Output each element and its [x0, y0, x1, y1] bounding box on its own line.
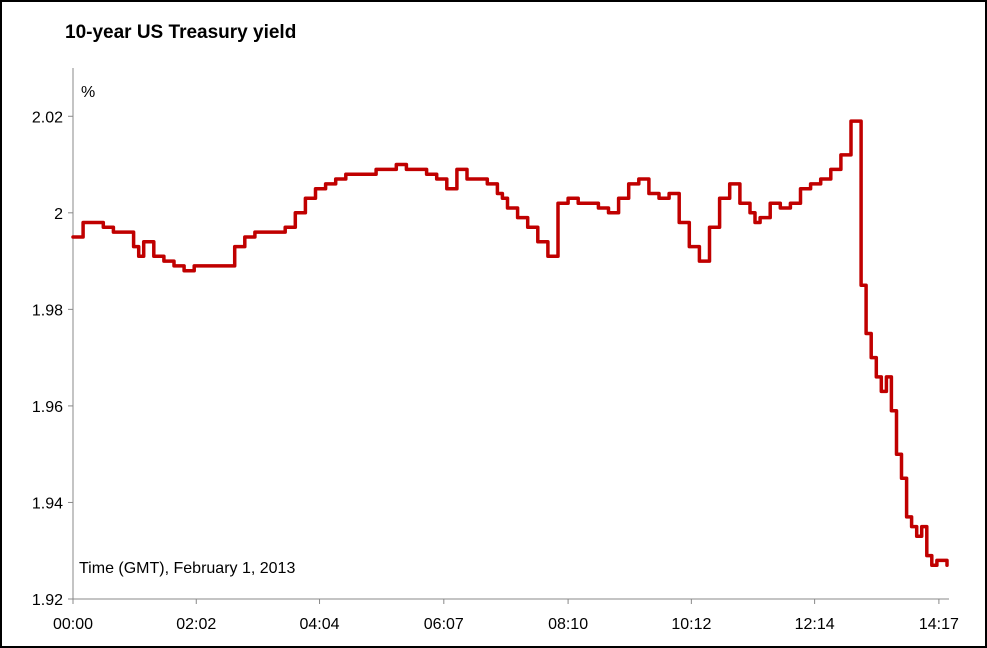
chart-title: 10-year US Treasury yield: [65, 22, 296, 43]
series-line-10y-yield: [71, 119, 949, 567]
y-tick-label: 1.98: [32, 302, 63, 319]
x-axis-annotation: Time (GMT), February 1, 2013: [79, 560, 295, 577]
x-tick-label: 12:14: [795, 616, 835, 633]
x-tick-label: 04:04: [300, 616, 340, 633]
x-tick-label: 00:00: [53, 616, 93, 633]
y-tick-label: 1.96: [32, 399, 63, 416]
x-tick-label: 08:10: [548, 616, 588, 633]
y-axis-unit-label: %: [81, 84, 95, 101]
y-tick-label: 1.94: [32, 495, 63, 512]
y-ticks: 1.92 1.94 1.96 1.98 2 2.02: [32, 109, 73, 609]
y-tick-label: 2: [54, 206, 63, 223]
x-tick-label: 14:17: [919, 616, 959, 633]
x-tick-label: 02:02: [176, 616, 216, 633]
x-ticks: 00:00 02:02 04:04 06:07 08:10 10:12 12:14 14:17: [53, 599, 959, 633]
x-tick-label: 06:07: [424, 616, 464, 633]
y-tick-label: 1.92: [32, 592, 63, 609]
y-tick-label: 2.02: [32, 109, 63, 126]
x-tick-label: 10:12: [671, 616, 711, 633]
